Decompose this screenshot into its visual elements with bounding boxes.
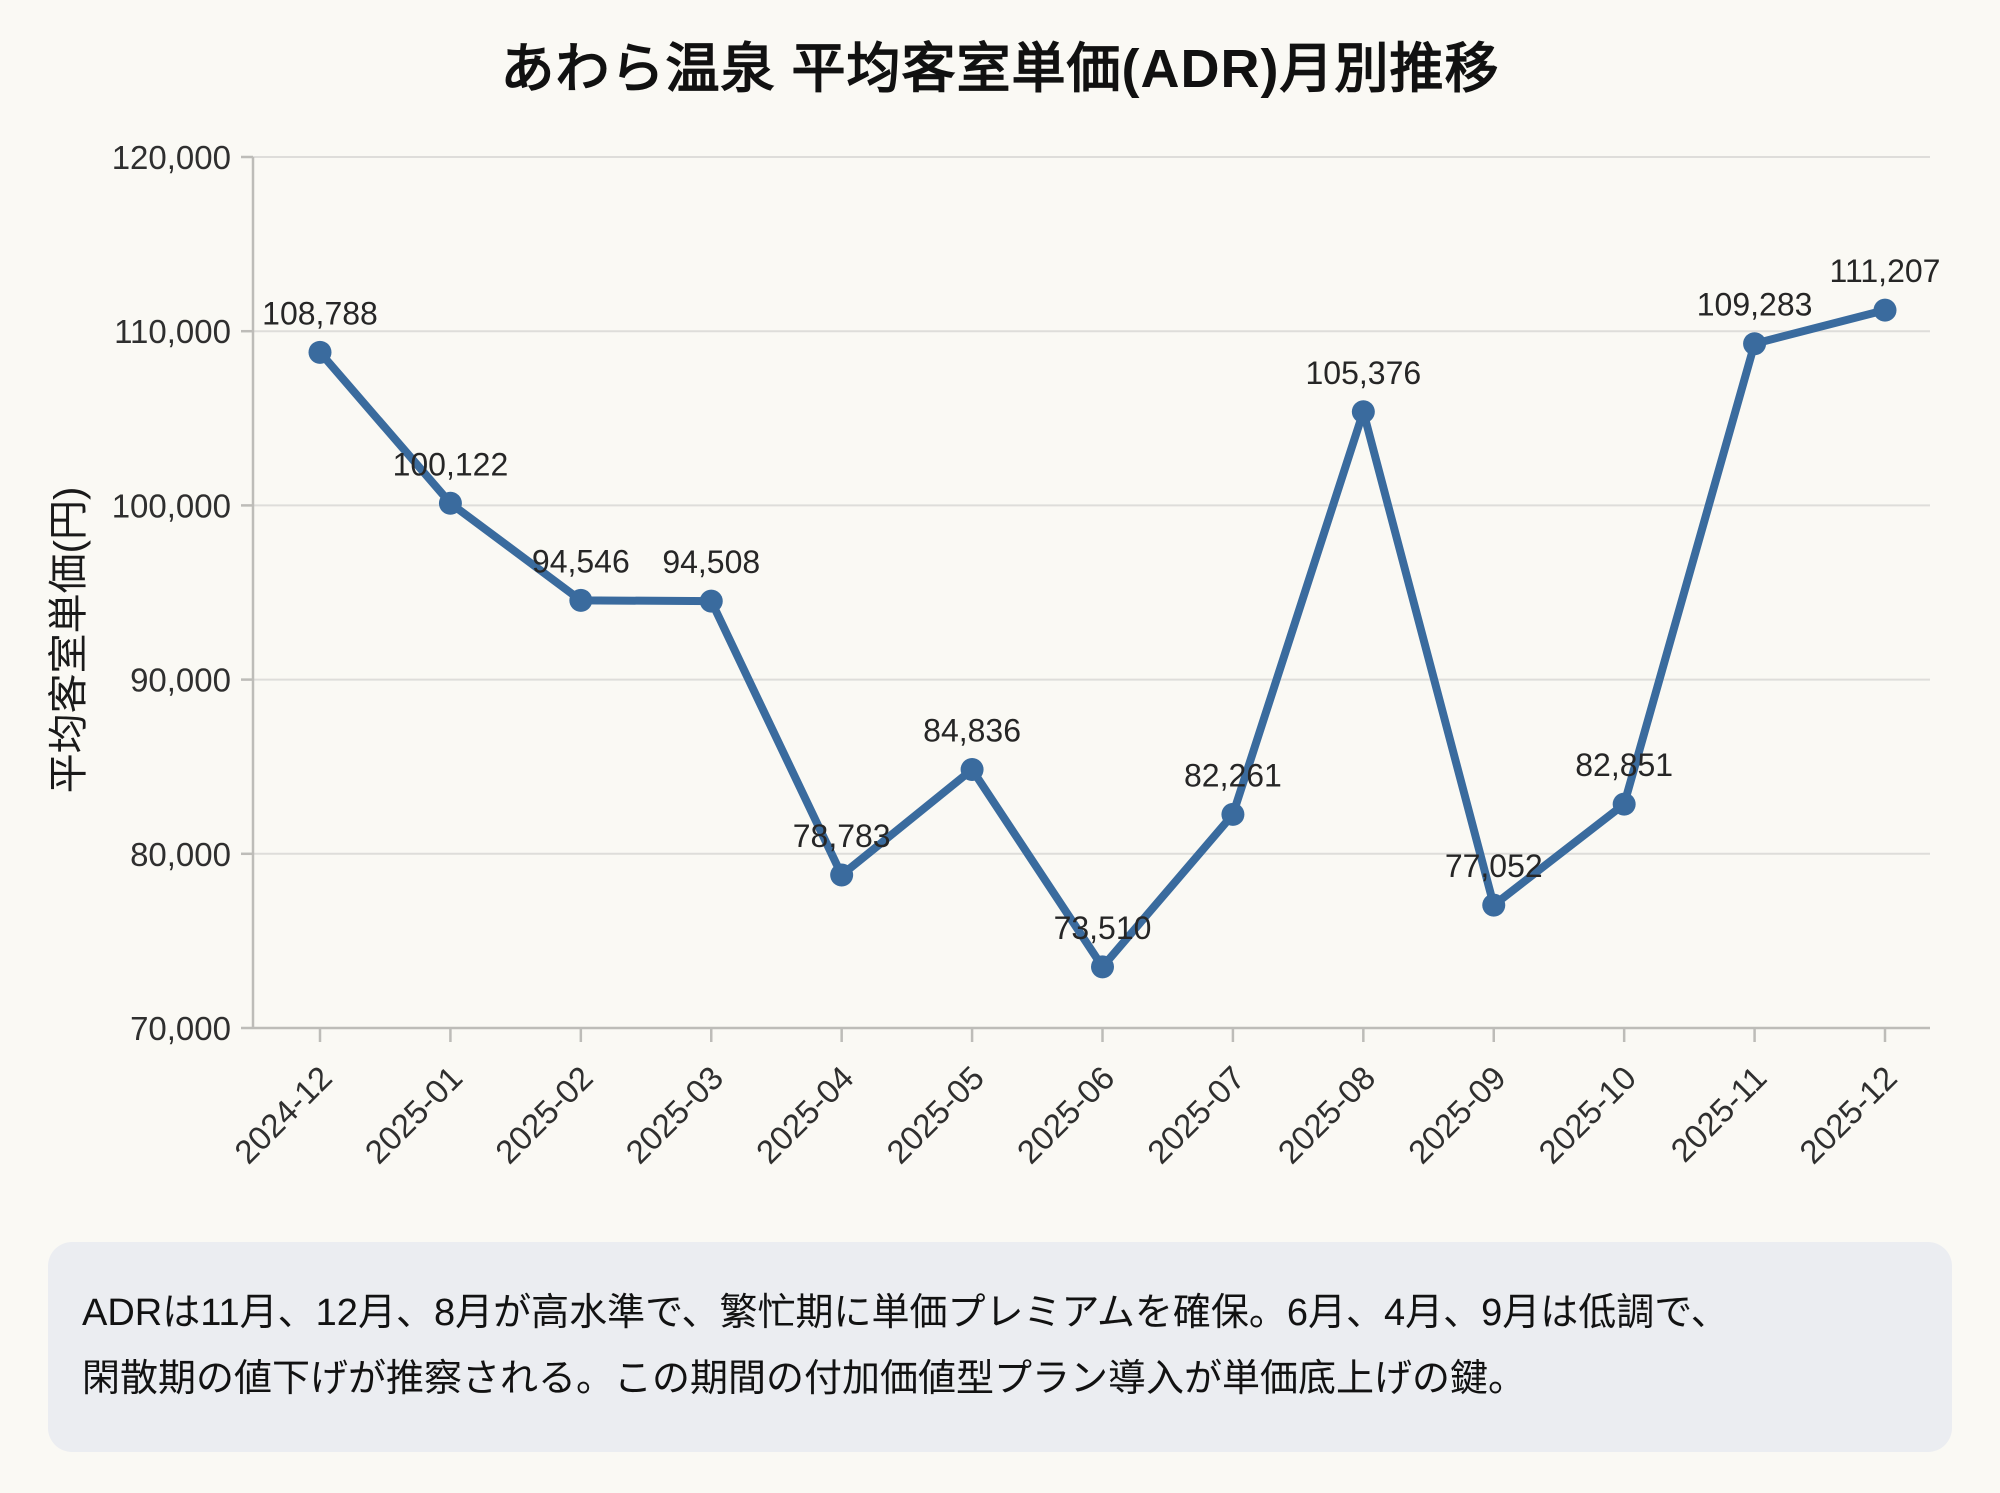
data-label: 108,788 xyxy=(262,295,378,331)
y-tick-label: 120,000 xyxy=(112,139,231,176)
insight-note: ADRは11月、12月、8月が高水準で、繁忙期に単価プレミアムを確保。6月、4月… xyxy=(48,1242,1952,1452)
data-label: 77,052 xyxy=(1445,848,1543,884)
data-point xyxy=(1221,802,1245,826)
x-tick-label: 2025-07 xyxy=(1140,1059,1252,1171)
x-tick-label: 2025-10 xyxy=(1531,1059,1643,1171)
data-point xyxy=(1482,893,1506,917)
x-tick-label: 2024-12 xyxy=(227,1059,339,1171)
data-label: 82,851 xyxy=(1575,747,1673,783)
data-point xyxy=(1612,792,1636,816)
data-label: 105,376 xyxy=(1305,355,1421,391)
data-point xyxy=(830,863,854,887)
data-point xyxy=(438,491,462,515)
data-point xyxy=(308,340,332,364)
y-tick-label: 110,000 xyxy=(114,313,231,350)
y-tick-label: 70,000 xyxy=(130,1010,231,1047)
insight-note-line2: 閑散期の値下げが推察される。この期間の付加価値型プラン導入が単価底上げの鍵。 xyxy=(82,1358,1527,1400)
x-tick-label: 2025-03 xyxy=(618,1059,730,1171)
data-label: 78,783 xyxy=(793,818,891,854)
y-tick-label: 100,000 xyxy=(112,487,231,524)
data-point xyxy=(1873,298,1897,322)
x-tick-label: 2025-02 xyxy=(488,1059,600,1171)
adr-series-line xyxy=(316,306,1889,971)
x-tick-label: 2025-11 xyxy=(1663,1059,1773,1169)
data-point xyxy=(1091,955,1114,979)
data-point xyxy=(569,588,593,612)
x-tick-label: 2025-06 xyxy=(1010,1059,1122,1171)
data-label: 94,546 xyxy=(532,543,630,579)
x-tick-label: 2025-09 xyxy=(1401,1059,1513,1171)
y-tick-label: 90,000 xyxy=(130,662,231,699)
data-label: 84,836 xyxy=(923,713,1021,749)
insight-note-line1: ADRは11月、12月、8月が高水準で、繁忙期に単価プレミアムを確保。6月、4月… xyxy=(82,1292,1729,1334)
x-tick-label: 2025-04 xyxy=(749,1059,861,1171)
y-tick-label: 80,000 xyxy=(130,836,231,873)
data-label: 82,261 xyxy=(1184,757,1282,793)
data-point xyxy=(699,589,723,613)
data-label: 109,283 xyxy=(1697,287,1813,323)
data-point xyxy=(1351,400,1375,424)
x-tick-label: 2025-12 xyxy=(1792,1059,1904,1171)
data-point xyxy=(1743,332,1767,356)
data-point xyxy=(960,758,984,782)
x-tick-label: 2025-08 xyxy=(1270,1059,1382,1171)
data-label: 73,510 xyxy=(1054,910,1152,946)
data-label: 94,508 xyxy=(662,544,760,580)
data-label: 111,207 xyxy=(1830,253,1941,289)
chart-title: あわら温泉 平均客室単価(ADR)月別推移 xyxy=(500,39,1500,99)
x-tick-label: 2025-01 xyxy=(358,1059,470,1171)
data-label: 100,122 xyxy=(393,446,509,482)
x-tick-label: 2025-05 xyxy=(879,1059,991,1171)
